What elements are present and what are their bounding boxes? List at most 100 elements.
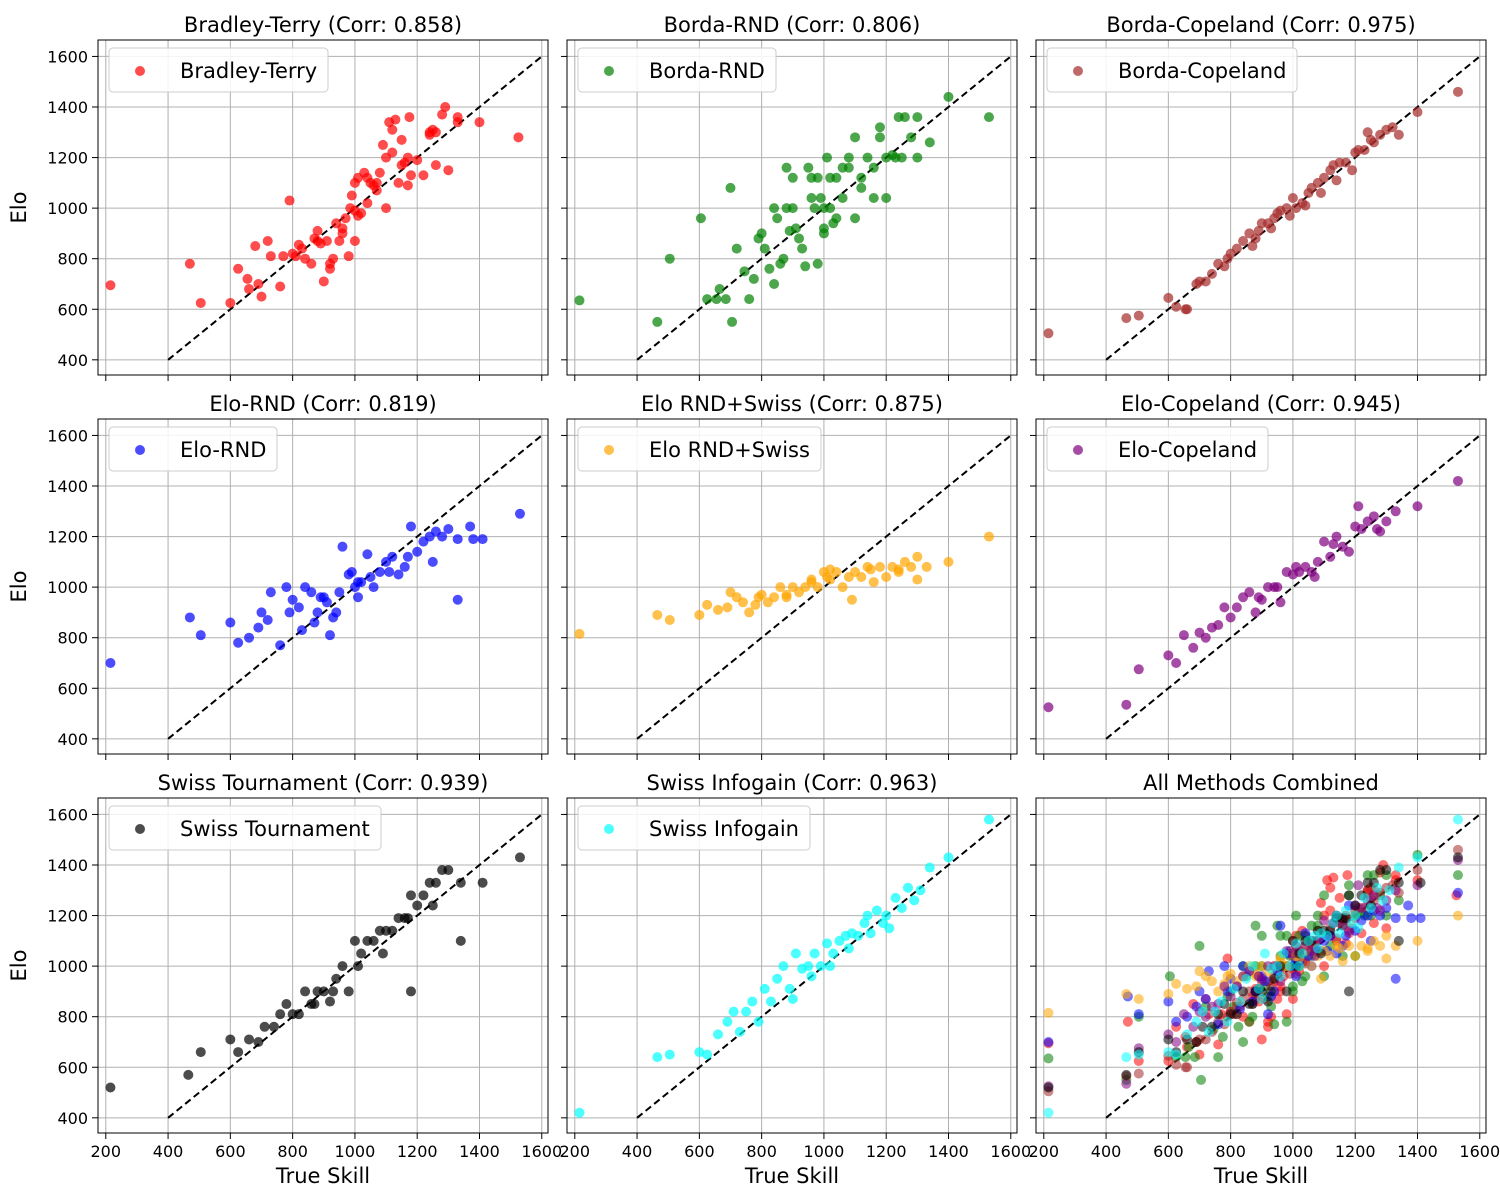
- point-52: [365, 572, 376, 583]
- combined-point-s2-9: [1200, 1034, 1211, 1045]
- point-1: [184, 612, 195, 623]
- point-14: [772, 973, 783, 984]
- combined-point-s4-4: [1171, 978, 1182, 989]
- legend-box: [108, 47, 329, 93]
- point-0: [105, 1082, 116, 1093]
- point-5: [1178, 630, 1189, 641]
- combined-point-s7-33: [1359, 892, 1370, 903]
- combined-point-s7-46: [1350, 910, 1361, 921]
- combined-point-s6-41: [1393, 935, 1404, 946]
- point-17: [325, 996, 336, 1007]
- point-3: [225, 1034, 236, 1045]
- y-tick-label: 1200: [47, 149, 88, 168]
- x-tick-label: 1000: [335, 1142, 376, 1161]
- point-7: [259, 1021, 270, 1032]
- point-1: [1121, 313, 1132, 324]
- combined-point-s3-11: [1219, 961, 1230, 972]
- point-40: [850, 132, 861, 143]
- combined-point-s5-35: [1368, 890, 1379, 901]
- point-39: [1412, 501, 1423, 512]
- combined-point-s3-47: [1415, 913, 1426, 924]
- point-1: [183, 1069, 194, 1080]
- point-4: [1171, 301, 1182, 312]
- combined-point-s5-1: [1121, 1078, 1132, 1089]
- point-71: [424, 129, 435, 140]
- combined-point-s1-5: [1180, 1052, 1191, 1063]
- combined-point-s0-80: [1390, 870, 1401, 881]
- point-32: [815, 193, 826, 204]
- point-73: [912, 112, 923, 123]
- point-15: [769, 592, 780, 603]
- point-47: [477, 534, 488, 545]
- point-53: [402, 180, 413, 191]
- point-19: [772, 213, 783, 224]
- point-35: [387, 551, 398, 562]
- combined-point-s0-49: [1328, 872, 1339, 883]
- point-80: [452, 112, 463, 123]
- point-50: [328, 612, 339, 623]
- combined-point-s7-42: [1275, 971, 1286, 982]
- legend: Elo-RND: [108, 426, 278, 472]
- point-31: [812, 172, 823, 183]
- point-42: [309, 999, 320, 1010]
- combined-point-s2-6: [1182, 1062, 1193, 1073]
- combined-point-s1-57: [1343, 880, 1354, 891]
- combined-point-s4-9: [1206, 976, 1217, 987]
- point-45: [825, 564, 836, 575]
- legend: Swiss Tournament: [108, 805, 382, 851]
- point-31: [412, 900, 423, 911]
- x-tick-label: 1200: [1335, 1142, 1376, 1161]
- x-tick-label: 600: [684, 1142, 715, 1161]
- panel-6: 200 400 600 800 1000 1200 1400 1600400600800100…: [7, 771, 562, 1188]
- point-15: [756, 228, 767, 239]
- point-46: [846, 594, 857, 605]
- combined-point-s1-7: [1189, 1052, 1200, 1063]
- legend: Bradley-Terry: [108, 47, 329, 93]
- combined-point-s6-40: [1343, 986, 1354, 997]
- combined-point-s7-13: [1234, 996, 1245, 1007]
- point-46: [1452, 86, 1463, 97]
- point-40: [405, 986, 416, 997]
- point-20: [306, 258, 317, 269]
- combined-point-s5-11: [1219, 981, 1230, 992]
- legend-marker: [135, 445, 145, 455]
- combined-point-s3-56: [1390, 973, 1401, 984]
- point-5: [711, 294, 722, 305]
- point-55: [412, 155, 423, 166]
- combined-point-s3-0: [1043, 1036, 1054, 1047]
- combined-point-s4-2: [1133, 994, 1144, 1004]
- point-15: [778, 961, 789, 972]
- legend: Elo-Copeland: [1046, 426, 1269, 472]
- point-24: [787, 172, 798, 183]
- point-27: [1319, 536, 1330, 547]
- point-67: [362, 198, 373, 209]
- combined-point-s4-1: [1121, 988, 1132, 999]
- point-51: [1315, 187, 1326, 198]
- combined-point-s7-28: [1328, 918, 1339, 929]
- axes-frame: [566, 418, 1018, 755]
- combined-point-s7-11: [1222, 1016, 1233, 1027]
- x-axis-label: True Skill: [1213, 1164, 1308, 1188]
- point-60: [787, 203, 798, 214]
- panel-title: Borda-RND (Corr: 0.806): [664, 13, 921, 37]
- point-35: [903, 882, 914, 893]
- combined-point-s1-18: [1238, 1036, 1249, 1047]
- point-37: [455, 877, 466, 888]
- combined-point-s7-29: [1334, 928, 1345, 939]
- x-tick-label: 800: [1215, 1142, 1246, 1161]
- point-49: [912, 152, 923, 163]
- point-17: [790, 948, 801, 959]
- point-43: [868, 162, 879, 173]
- combined-point-s0-75: [1287, 994, 1298, 1004]
- point-3: [1163, 650, 1174, 661]
- point-10: [262, 236, 273, 246]
- combined-point-s0-12: [1213, 1039, 1224, 1050]
- point-41: [943, 556, 954, 567]
- y-tick-label: 600: [57, 679, 88, 698]
- point-77: [387, 147, 398, 158]
- point-70: [404, 112, 415, 123]
- point-37: [1381, 516, 1392, 527]
- point-64: [843, 162, 854, 173]
- combined-point-s4-49: [1381, 953, 1392, 964]
- combined-point-s7-14: [1241, 973, 1252, 984]
